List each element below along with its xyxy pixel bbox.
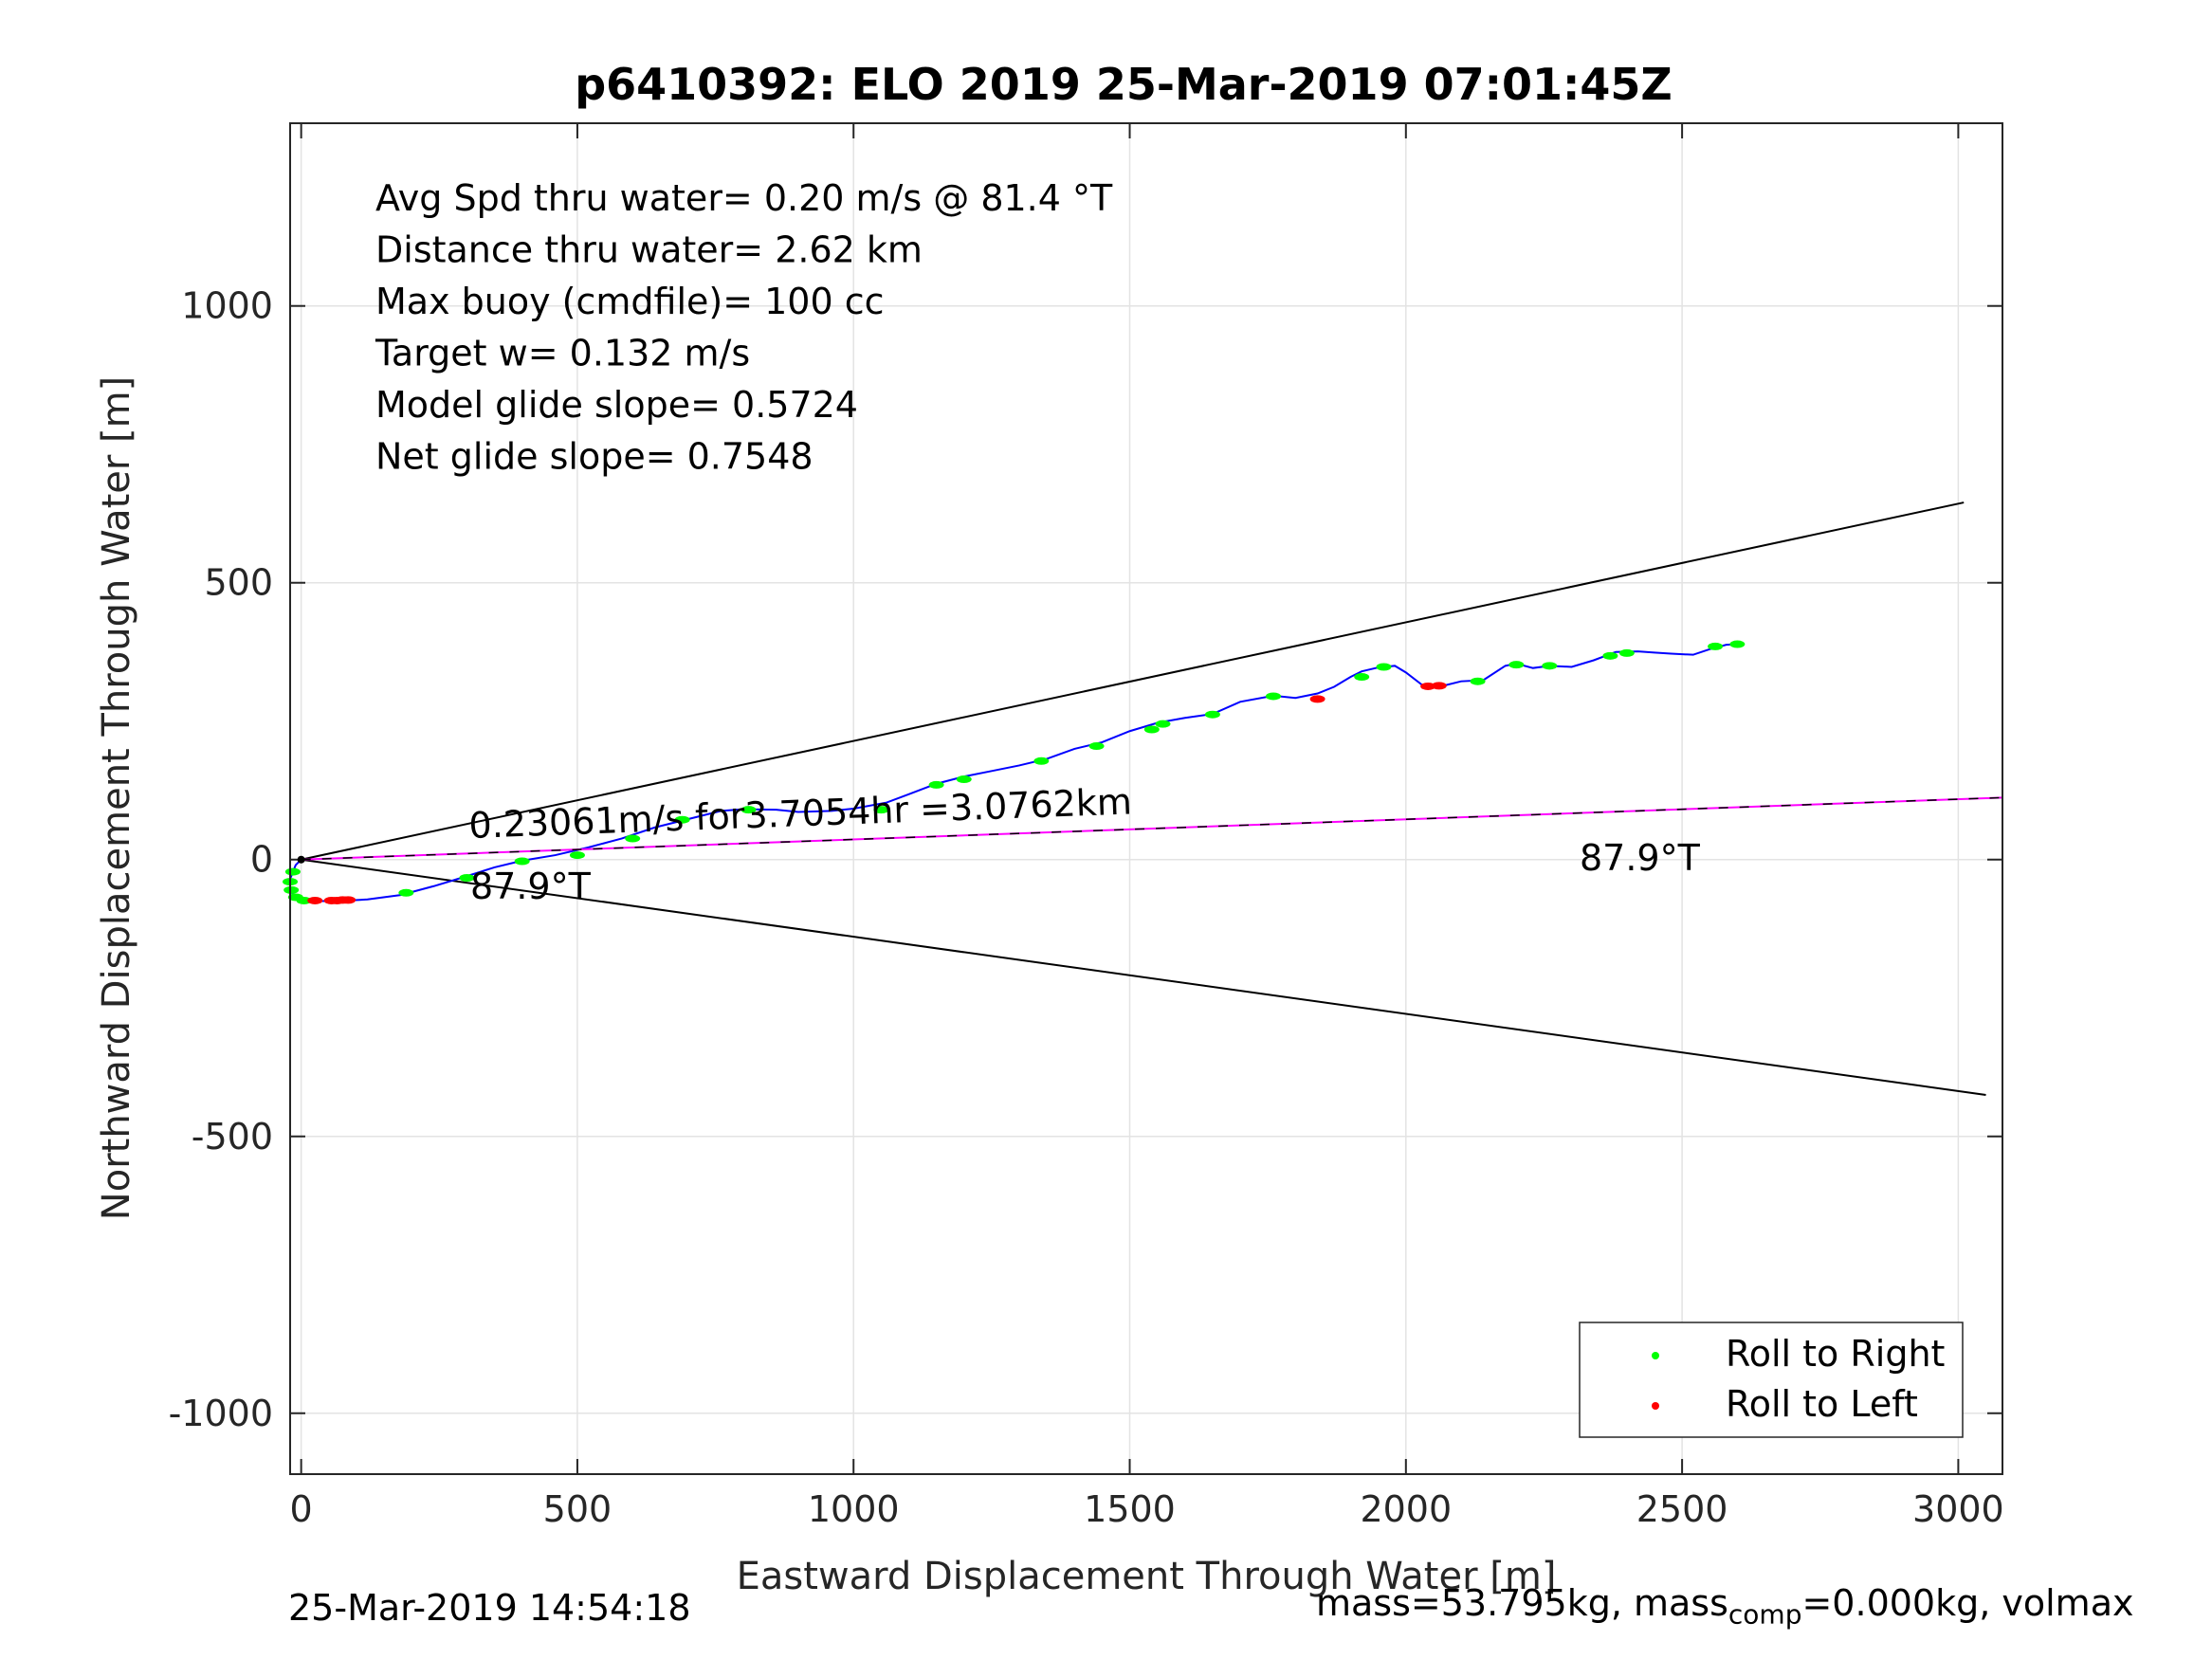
axis-ticks: 0 500 1000 1500 2000 2500 3000 -1000 -500 0 500 100… — [169, 123, 2004, 1530]
info-line: Avg Spd thru water= 0.20 m/s @ 81.4 °T — [375, 177, 1113, 219]
roll-right-point — [1508, 661, 1525, 669]
x-tick-label: 2000 — [1360, 1488, 1452, 1530]
chart-title: p6410392: ELO 2019 25-Mar-2019 07:01:45Z — [575, 59, 1673, 110]
series-layer — [283, 640, 2003, 904]
roll-right-point — [1204, 710, 1220, 719]
roll-right-point — [873, 806, 889, 814]
cone-lower-line — [301, 858, 1986, 1096]
info-line: Distance thru water= 2.62 km — [375, 229, 923, 271]
origin-marker — [297, 855, 305, 864]
x-axis-label: Eastward Displacement Through Water [m] — [737, 1555, 1557, 1598]
plot-frame — [289, 122, 2003, 1475]
roll-left-point — [1431, 682, 1447, 690]
roll-right-point — [1602, 651, 1618, 660]
y-tick-label: 500 — [204, 562, 273, 604]
roll-right-point — [1033, 757, 1050, 765]
x-tick-label: 2500 — [1636, 1488, 1728, 1530]
roll-right-point — [1729, 640, 1746, 648]
y-tick-label: -500 — [192, 1116, 273, 1158]
roll-right-point — [1618, 648, 1635, 657]
info-line: Net glide slope= 0.7548 — [375, 436, 814, 478]
heading-label-far: 87.9°T — [1580, 837, 1701, 879]
roll-right-point — [1708, 642, 1724, 650]
roll-right-point — [569, 851, 585, 860]
cone-upper-line — [301, 501, 1965, 861]
roll-right-point — [1143, 725, 1160, 734]
footer-mass-suffix: =0.000kg, volmax — [1801, 1582, 2134, 1624]
footer-timestamp: 25-Mar-2019 14:54:18 — [288, 1587, 691, 1629]
roll-right-point — [1470, 677, 1486, 685]
legend: Roll to Right Roll to Left — [1579, 1322, 1964, 1438]
track-line — [289, 643, 1738, 902]
roll-right-point — [1354, 673, 1370, 682]
roll-right-point — [459, 874, 475, 883]
x-tick-label: 3000 — [1912, 1488, 2004, 1530]
roll-right-point — [284, 867, 301, 876]
roll-right-point — [1542, 662, 1558, 670]
roll-right-point — [1376, 663, 1392, 671]
legend-marker-roll-right — [1652, 1352, 1659, 1359]
legend-label-roll-left: Roll to Left — [1726, 1383, 1918, 1425]
roll-right-point — [398, 888, 414, 897]
info-line: Max buoy (cmdfile)= 100 cc — [375, 281, 885, 322]
current-vector-dash — [301, 796, 2003, 861]
footer-mass-prefix: mass=53.795kg, mass — [1316, 1582, 1728, 1624]
x-tick-label: 0 — [290, 1488, 313, 1530]
roll-right-point — [674, 815, 690, 824]
roll-left-point — [1309, 695, 1325, 703]
glide-cone — [301, 501, 1986, 1096]
roll-left-point — [307, 896, 323, 904]
roll-right-point — [928, 780, 944, 789]
y-axis-label: Northward Displacement Through Water [m] — [95, 376, 138, 1220]
roll-right-point — [514, 857, 530, 866]
roll-right-point — [1088, 742, 1105, 751]
x-tick-label: 1500 — [1084, 1488, 1176, 1530]
roll-right-point — [1265, 692, 1281, 701]
roll-left-point — [1420, 682, 1436, 690]
info-line: Target w= 0.132 m/s — [375, 333, 750, 374]
legend-box — [1579, 1322, 1964, 1438]
heading-label-near: 87.9°T — [470, 866, 592, 907]
roll-right-point — [956, 775, 972, 784]
legend-label-roll-right: Roll to Right — [1726, 1333, 1945, 1375]
info-text-block: Avg Spd thru water= 0.20 m/s @ 81.4 °T Di… — [375, 177, 1113, 478]
roll-right-point — [625, 834, 641, 843]
x-tick-label: 1000 — [808, 1488, 900, 1530]
roll-right-point — [296, 896, 312, 904]
footer-mass-sub: comp — [1728, 1598, 1802, 1631]
footer-mass-info: mass=53.795kg, masscomp=0.000kg, volmax — [1316, 1582, 2133, 1631]
roll-left-point — [340, 896, 356, 904]
y-tick-label: 1000 — [181, 285, 273, 327]
roll-right-point — [1155, 720, 1171, 728]
roll-right-point — [283, 885, 300, 894]
roll-right-point — [740, 806, 757, 814]
info-line: Model glide slope= 0.5724 — [375, 384, 858, 426]
y-tick-label: -1000 — [169, 1393, 273, 1434]
legend-marker-roll-left — [1652, 1402, 1659, 1410]
x-tick-label: 500 — [543, 1488, 612, 1530]
grid — [290, 123, 2002, 1474]
y-tick-label: 0 — [250, 839, 273, 881]
